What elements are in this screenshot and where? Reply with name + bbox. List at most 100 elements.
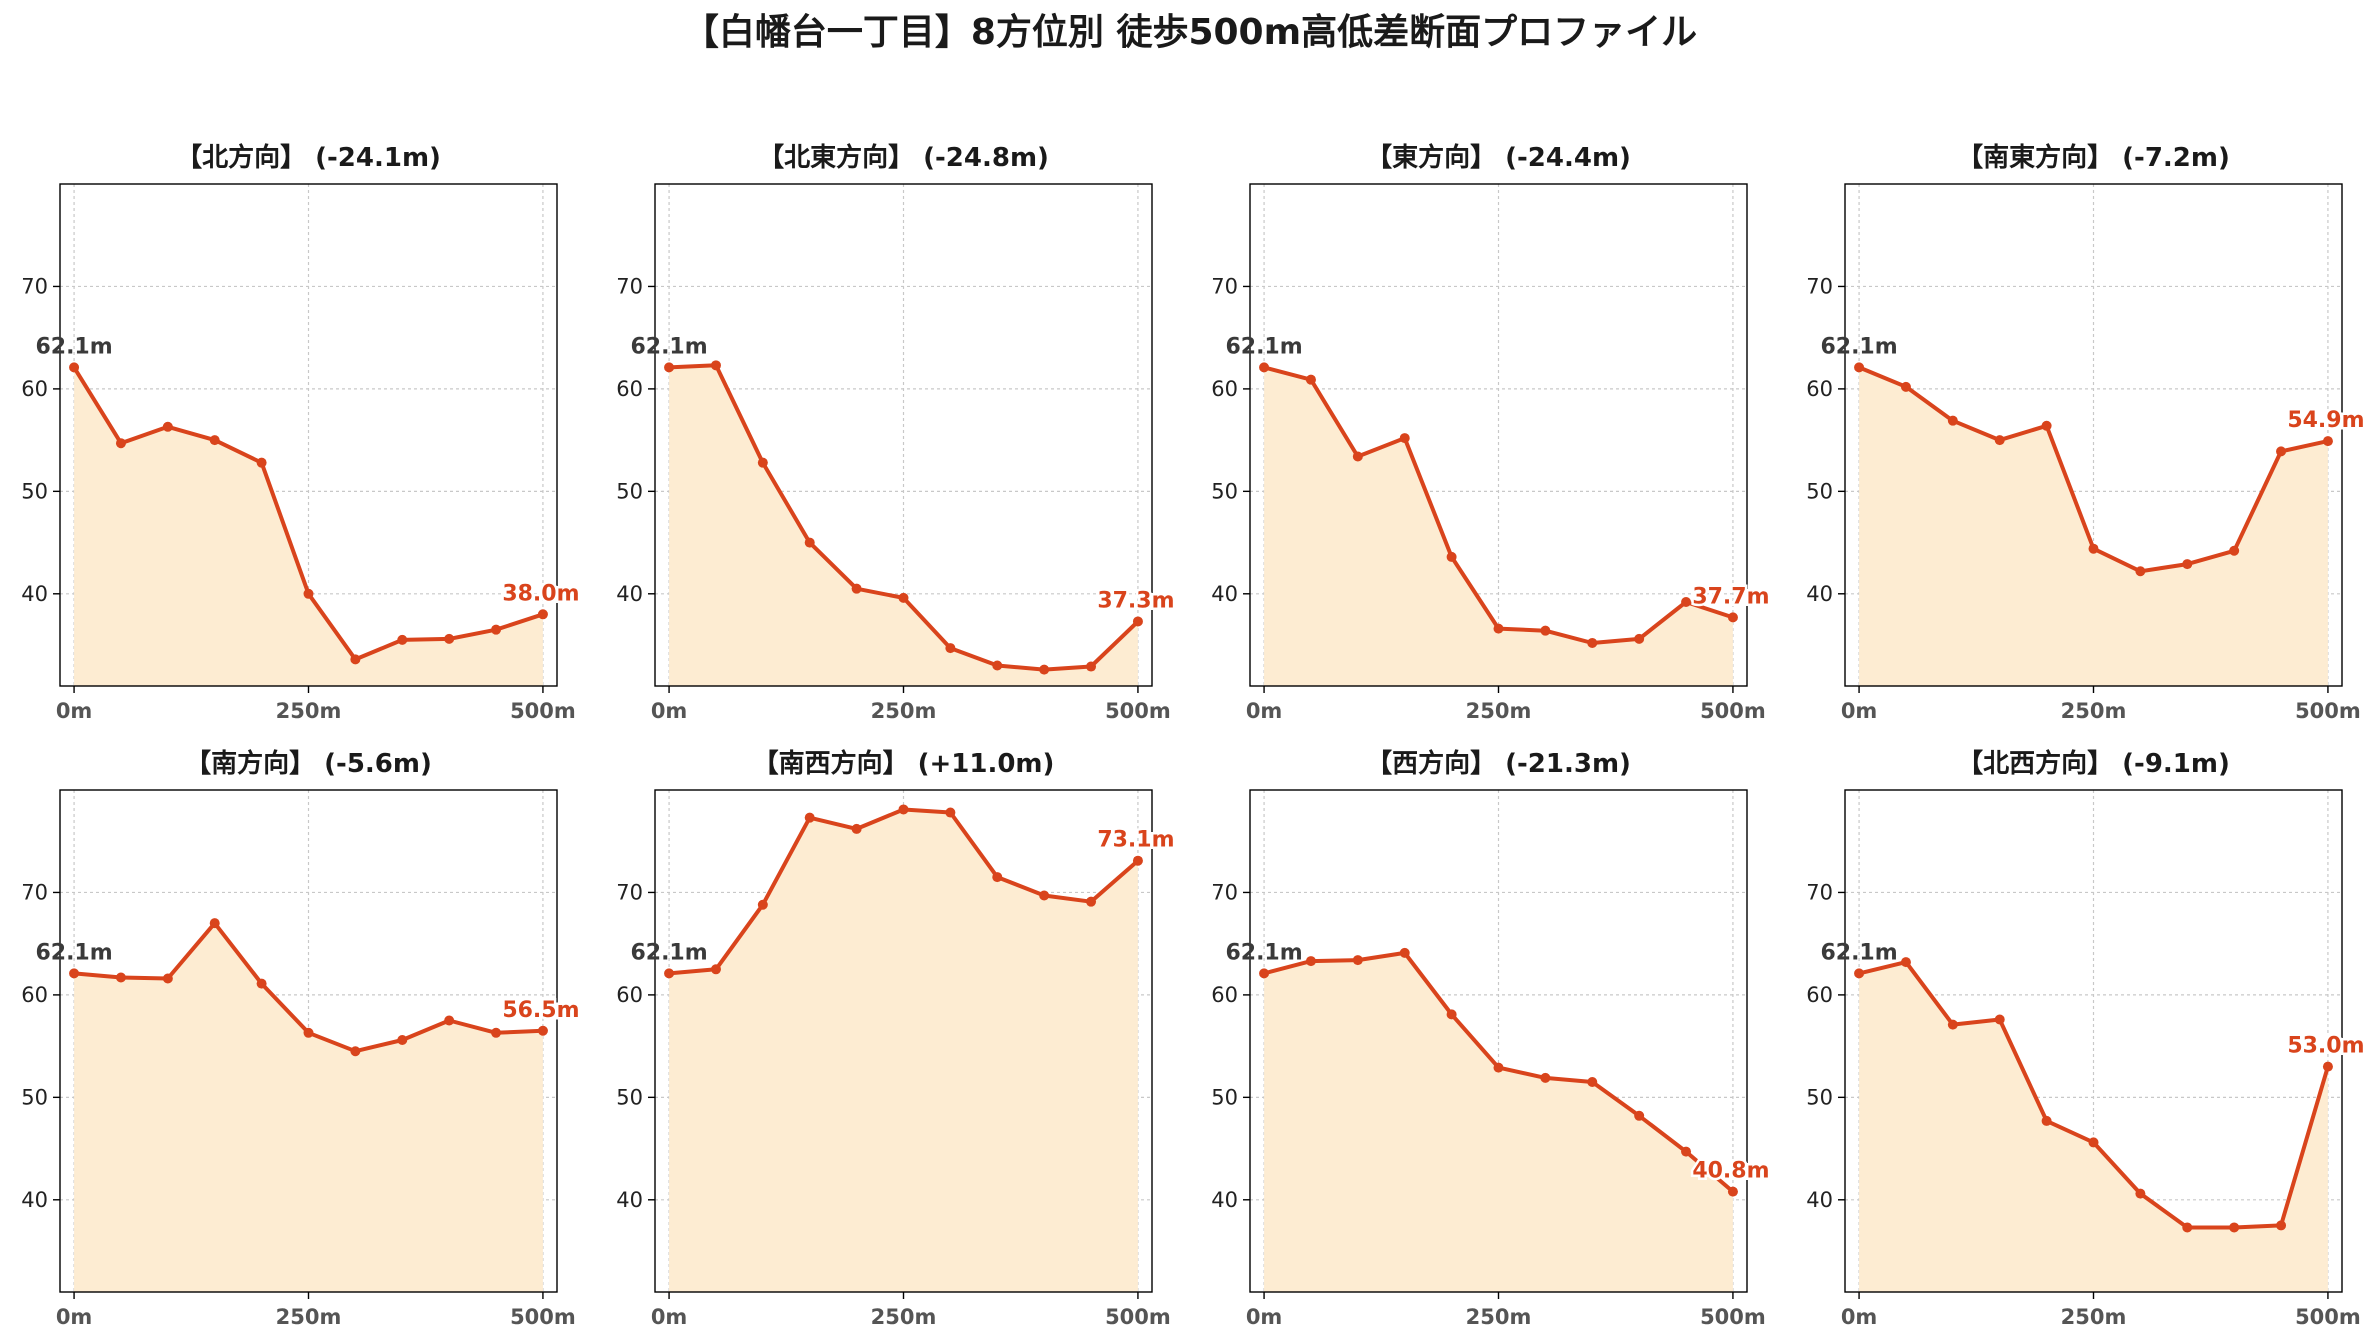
x-tick-label: 250m: [2061, 699, 2127, 723]
end-value-label: 37.3m: [1097, 588, 1174, 613]
y-tick-label: 70: [21, 274, 48, 298]
data-point: [1540, 625, 1551, 636]
start-value-label: 62.1m: [1225, 334, 1302, 359]
y-tick-label: 60: [1211, 377, 1238, 401]
panel-title: 【西方向】 (-21.3m): [1366, 748, 1631, 779]
y-tick-label: 70: [616, 274, 643, 298]
y-tick-label: 60: [616, 377, 643, 401]
data-point: [350, 1046, 361, 1057]
y-tick-label: 70: [616, 880, 643, 904]
x-tick-label: 500m: [2295, 1305, 2361, 1329]
panel-title: 【北東方向】 (-24.8m): [758, 142, 1049, 173]
data-point: [992, 660, 1003, 671]
x-tick-label: 250m: [871, 1305, 937, 1329]
y-tick-label: 40: [21, 1188, 48, 1212]
data-point: [710, 360, 721, 371]
data-point: [1587, 637, 1598, 648]
start-value-label: 62.1m: [1225, 940, 1302, 965]
profile-panel: 【北西方向】 (-9.1m) 0m 250m 500m 40 50 60 70 62.1m 53.…: [1806, 748, 2367, 1329]
data-point: [2135, 1188, 2146, 1199]
data-point: [664, 968, 675, 979]
data-point: [537, 609, 548, 620]
x-tick-label: 500m: [1105, 699, 1171, 723]
data-point: [1681, 1146, 1692, 1157]
data-point: [69, 362, 80, 373]
x-tick-label: 0m: [1841, 699, 1878, 723]
y-tick-label: 60: [616, 983, 643, 1007]
data-point: [851, 823, 862, 834]
data-point: [303, 1027, 314, 1038]
data-point: [1039, 890, 1050, 901]
y-tick-label: 50: [21, 479, 48, 503]
x-tick-label: 0m: [1246, 1305, 1283, 1329]
data-point: [69, 968, 80, 979]
data-point: [1854, 362, 1865, 373]
y-tick-label: 70: [1806, 880, 1833, 904]
data-point: [2229, 545, 2240, 556]
end-value-label: 54.9m: [2287, 408, 2364, 433]
profile-panel: 【南東方向】 (-7.2m) 0m 250m 500m 40 50 60 70 62.1m 54.…: [1806, 142, 2367, 723]
data-point: [1634, 1110, 1645, 1121]
y-tick-label: 40: [616, 582, 643, 606]
panel-title: 【北西方向】 (-9.1m): [1957, 748, 2230, 779]
end-value-label: 56.5m: [502, 998, 579, 1023]
data-point: [1994, 435, 2005, 446]
data-point: [1634, 633, 1645, 644]
data-point: [898, 804, 909, 815]
data-point: [1947, 415, 1958, 426]
figure-title: 【白幡台一丁目】8方位別 徒歩500m高低差断面プロファイル: [682, 12, 1698, 53]
panel-title: 【北方向】 (-24.1m): [176, 142, 441, 173]
data-point: [1259, 362, 1270, 373]
profile-area: [1859, 367, 2328, 686]
data-point: [115, 972, 126, 983]
x-tick-label: 0m: [1246, 699, 1283, 723]
data-point: [256, 457, 267, 468]
profile-panel: 【東方向】 (-24.4m) 0m 250m 500m 40 50 60 70 62.1m 37.…: [1211, 142, 1772, 723]
y-tick-label: 40: [21, 582, 48, 606]
y-tick-label: 70: [1211, 274, 1238, 298]
data-point: [1446, 551, 1457, 562]
data-point: [115, 438, 126, 449]
y-tick-label: 40: [1211, 582, 1238, 606]
start-value-label: 62.1m: [35, 334, 112, 359]
data-point: [1086, 896, 1097, 907]
data-point: [209, 918, 220, 929]
x-tick-label: 250m: [871, 699, 937, 723]
profile-panel: 【北東方向】 (-24.8m) 0m 250m 500m 40 50 60 70 62.1m 37…: [616, 142, 1177, 723]
data-point: [444, 1015, 455, 1026]
data-point: [303, 588, 314, 599]
data-point: [898, 592, 909, 603]
x-tick-label: 250m: [276, 699, 342, 723]
profile-area: [1859, 962, 2328, 1292]
data-point: [2322, 1061, 2333, 1072]
data-point: [1132, 855, 1143, 866]
y-tick-label: 50: [1211, 1085, 1238, 1109]
data-point: [1086, 661, 1097, 672]
y-tick-label: 40: [1806, 582, 1833, 606]
x-tick-label: 0m: [1841, 1305, 1878, 1329]
data-point: [2182, 559, 2193, 570]
data-point: [537, 1025, 548, 1036]
end-value-label: 53.0m: [2287, 1034, 2364, 1059]
data-point: [2041, 420, 2052, 431]
start-value-label: 62.1m: [630, 940, 707, 965]
data-point: [804, 537, 815, 548]
profile-area: [669, 365, 1138, 686]
start-value-label: 62.1m: [1820, 940, 1897, 965]
profile-panel: 【西方向】 (-21.3m) 0m 250m 500m 40 50 60 70 62.1m 40.…: [1211, 748, 1772, 1329]
data-point: [992, 872, 1003, 883]
data-point: [1399, 947, 1410, 958]
data-point: [710, 964, 721, 975]
data-point: [1259, 968, 1270, 979]
data-point: [2322, 436, 2333, 447]
y-tick-label: 50: [616, 479, 643, 503]
profile-area: [669, 809, 1138, 1292]
data-point: [757, 899, 768, 910]
panel-title: 【南方向】 (-5.6m): [185, 748, 432, 779]
y-tick-label: 70: [1806, 274, 1833, 298]
data-point: [945, 643, 956, 654]
data-point: [2041, 1115, 2052, 1126]
y-tick-label: 50: [1806, 479, 1833, 503]
start-value-label: 62.1m: [35, 940, 112, 965]
x-tick-label: 250m: [276, 1305, 342, 1329]
